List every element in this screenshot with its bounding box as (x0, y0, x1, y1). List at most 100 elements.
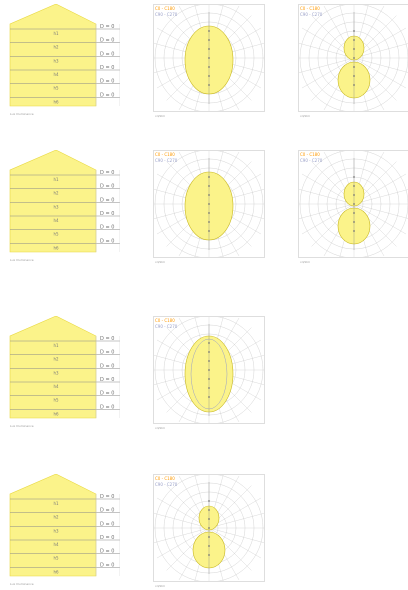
polar-caption: cd/klm (155, 584, 165, 588)
axis-dot (353, 185, 355, 187)
axis-dot (208, 221, 210, 223)
axis-dot (208, 509, 210, 511)
cone-row-label: h5 (53, 398, 59, 403)
axis-dot (208, 57, 210, 59)
cone-distance-label: D = 0 (100, 508, 114, 514)
axis-dot (208, 194, 210, 196)
cone-distance-label: D = 0 (100, 170, 114, 176)
axis-dot (353, 84, 355, 86)
axis-dot (208, 378, 210, 380)
light-cone (10, 316, 96, 418)
legend-c90-c270: C90 - C270 (155, 482, 177, 488)
cone-caption: Lux Illuminance (10, 424, 34, 428)
polar-caption: cd/klm (155, 114, 165, 118)
cone-distance-label: D = 0 (100, 336, 114, 342)
polar-caption: cd/klm (300, 114, 310, 118)
cone-distance-label: D = 0 (100, 79, 114, 85)
cone-distance-label: D = 0 (100, 404, 114, 410)
cone-distance-label: D = 0 (100, 391, 114, 397)
cone-caption: Lux Illuminance (10, 258, 34, 262)
axis-dot (208, 75, 210, 77)
cone-row-label: h2 (53, 45, 59, 50)
axis-dot (353, 66, 355, 68)
cone-row-label: h6 (53, 245, 59, 250)
legend-c90-c270: C90 - C270 (155, 158, 177, 164)
legend-c90-c270: C90 - C270 (155, 324, 177, 330)
cone-row-label: h4 (53, 72, 59, 77)
cone-distance-label: D = 0 (100, 562, 114, 568)
legend-c90-c270: C90 - C270 (300, 158, 322, 164)
axis-dot (353, 212, 355, 214)
cone-distance-label: D = 0 (100, 535, 114, 541)
axis-dot (208, 518, 210, 520)
cone-row-label: h3 (53, 58, 59, 63)
axis-dot (208, 554, 210, 556)
axis-dot (208, 527, 210, 529)
cone-row-label: h3 (53, 528, 59, 533)
cone-row-label: h3 (53, 370, 59, 375)
axis-dot (353, 230, 355, 232)
axis-dot (208, 84, 210, 86)
light-cone (10, 150, 96, 252)
cone-distance-label: D = 0 (100, 549, 114, 555)
cone-row-label: h2 (53, 515, 59, 520)
axis-dot (208, 39, 210, 41)
cone-distance-label: D = 0 (100, 238, 114, 244)
cone-distance-label: D = 0 (100, 51, 114, 57)
polar-svg (153, 4, 265, 120)
cone-distance-label: D = 0 (100, 521, 114, 527)
axis-dot (208, 212, 210, 214)
cone-row-label: h5 (53, 232, 59, 237)
cone-distance-label: D = 0 (100, 184, 114, 190)
cone-row-label: h6 (53, 411, 59, 416)
cone-distance-label: D = 0 (100, 363, 114, 369)
cone-row-label: h5 (53, 86, 59, 91)
cone-caption: Lux Illuminance (10, 582, 34, 586)
cone-row-label: h5 (53, 556, 59, 561)
polar-svg (153, 150, 265, 266)
cone-row-label: h1 (53, 343, 59, 348)
axis-dot (208, 360, 210, 362)
cone-row-label: h2 (53, 357, 59, 362)
axis-dot (353, 39, 355, 41)
light-cone (10, 474, 96, 576)
axis-dot (353, 194, 355, 196)
legend-c90-c270: C90 - C270 (300, 12, 322, 18)
cone-distance-label: D = 0 (100, 38, 114, 44)
axis-dot (208, 185, 210, 187)
cone-distance-label: D = 0 (100, 494, 114, 500)
axis-dot (353, 48, 355, 50)
polar-caption: cd/klm (300, 260, 310, 264)
cone-row-label: h2 (53, 191, 59, 196)
axis-dot (208, 396, 210, 398)
axis-dot (208, 342, 210, 344)
cone-distance-label: D = 0 (100, 377, 114, 383)
cone-row-label: h6 (53, 99, 59, 104)
polar-svg (153, 474, 265, 590)
axis-dot (353, 57, 355, 59)
polar-svg (298, 150, 408, 266)
axis-dot (353, 176, 355, 178)
cone-distance-label: D = 0 (100, 65, 114, 71)
cone-row-label: h1 (53, 31, 59, 36)
axis-dot (208, 48, 210, 50)
axis-dot (208, 369, 210, 371)
cone-row-label: h4 (53, 542, 59, 547)
axis-dot (208, 176, 210, 178)
